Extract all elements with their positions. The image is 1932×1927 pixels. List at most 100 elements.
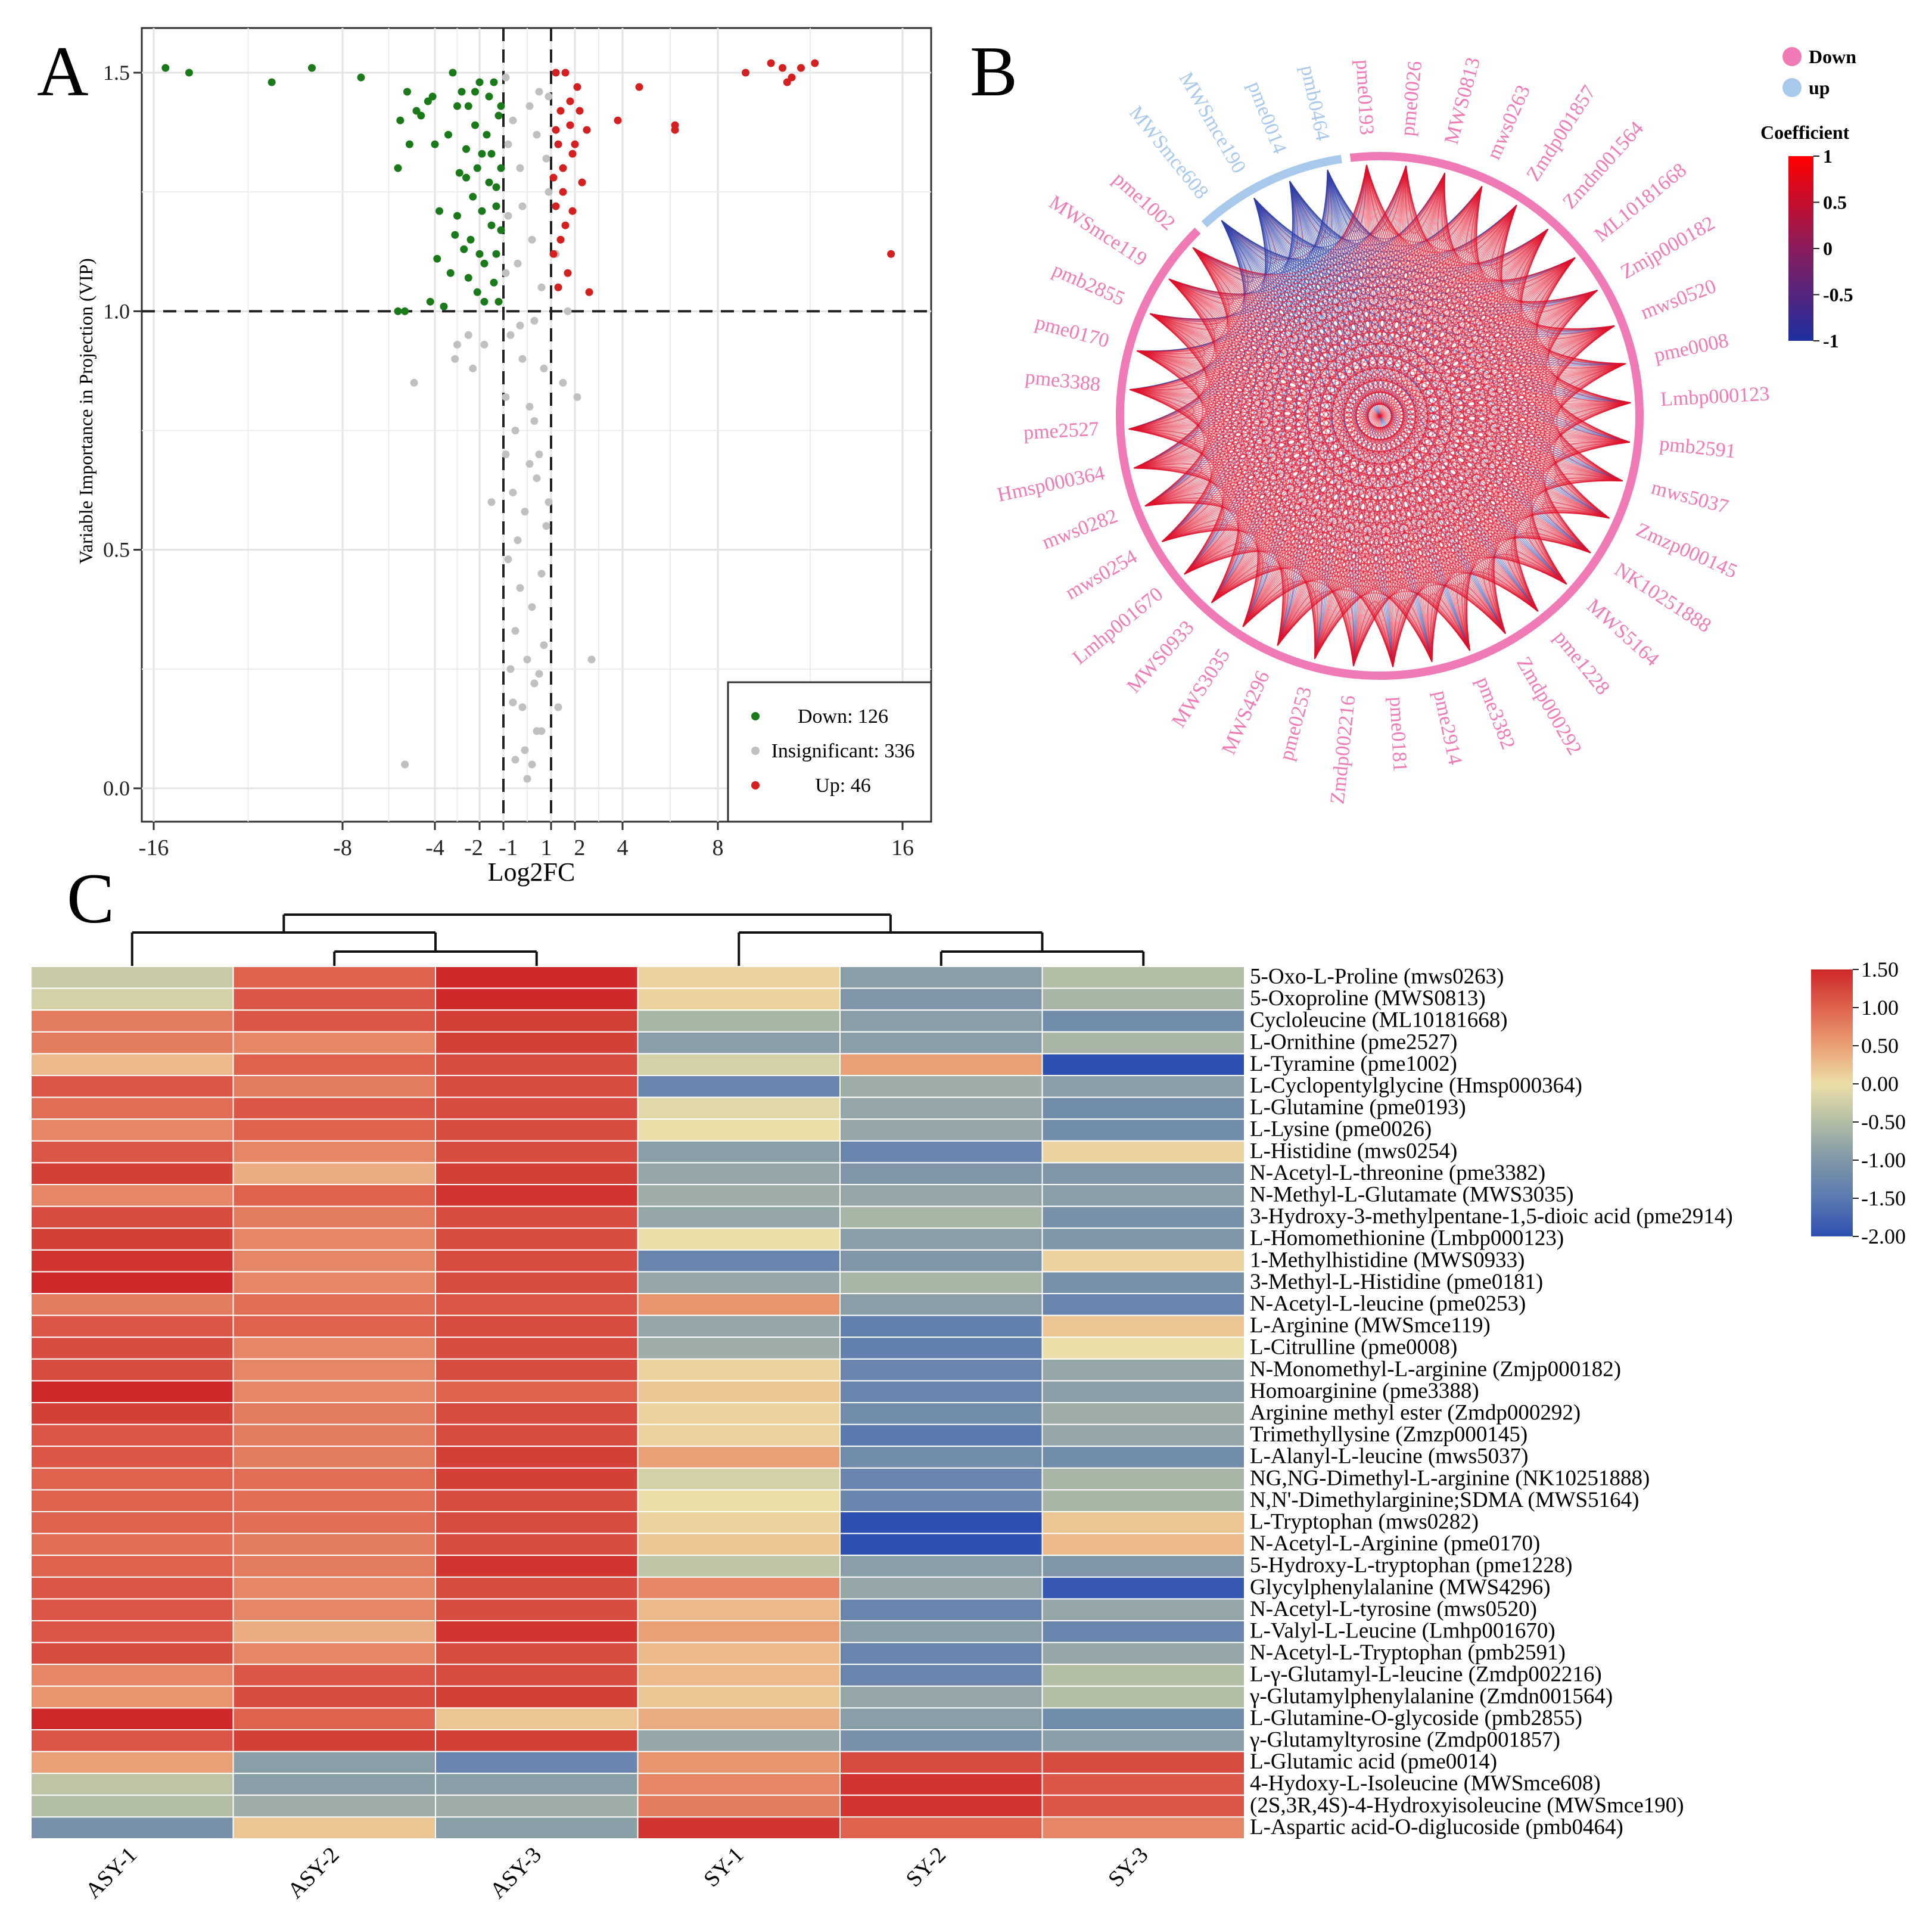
chord-link xyxy=(1144,483,1591,554)
volcano-point-down xyxy=(492,183,500,191)
heatmap-cell xyxy=(839,1794,1043,1818)
chord-link xyxy=(1130,389,1506,634)
heatmap-cell xyxy=(839,1337,1043,1360)
volcano-point-up xyxy=(797,64,805,72)
chord-node-label: pme3388 xyxy=(1024,366,1102,396)
heatmap-cell xyxy=(232,1729,436,1752)
heatmap-cell xyxy=(435,1773,639,1796)
volcano-point-insignificant xyxy=(514,259,522,268)
heatmap-cell xyxy=(30,1620,234,1643)
heatmap-row-label: 4-Hydoxy-L-Isoleucine (MWSmce608) xyxy=(1250,1771,1601,1796)
heatmap-row-label: 5-Oxoproline (MWS0813) xyxy=(1250,986,1486,1011)
volcano-point-down xyxy=(431,140,439,148)
heatmap-cell xyxy=(1041,1707,1245,1730)
heatmap-cell xyxy=(1041,1031,1245,1055)
volcano-x-axis: -16 -8 -4 -2 -1 1 2 4 8 16 xyxy=(139,822,914,860)
heatmap-cell xyxy=(1041,1118,1245,1142)
heatmap-cell xyxy=(839,1096,1043,1120)
volcano-point-insignificant xyxy=(509,116,517,125)
volcano-point-up xyxy=(549,173,558,182)
panel-label-b: B xyxy=(970,32,1018,111)
heatmap-row-label: N-Acetyl-L-tyrosine (mws0520) xyxy=(1250,1597,1537,1621)
heatmap-cell xyxy=(435,1118,639,1142)
volcano-point-down xyxy=(480,259,489,268)
heatmap-cell xyxy=(232,966,436,989)
heatmap-cell xyxy=(637,1598,841,1621)
chord-arc-up xyxy=(1201,154,1342,228)
chord-link xyxy=(1130,350,1198,391)
heatmap-cell xyxy=(637,1337,841,1360)
volcano-point-down xyxy=(473,164,481,172)
volcano-y-axis: 0.0 0.5 1.0 1.5 xyxy=(103,61,142,800)
heatmap-cell xyxy=(232,1511,436,1534)
volcano-plot: -16 -8 -4 -2 -1 1 2 4 8 16 0.0 0.5 1.0 1.5 Log2FC Va… xyxy=(75,27,932,887)
chord-colorbar-label: -1 xyxy=(1823,330,1839,352)
volcano-point-down xyxy=(403,88,411,96)
heatmap-cell xyxy=(435,1314,639,1338)
chord-link xyxy=(1192,247,1610,519)
heatmap-cell xyxy=(435,1053,639,1077)
volcano-point-insignificant xyxy=(518,703,527,711)
heatmap-cell xyxy=(1041,1751,1245,1774)
volcano-point-up xyxy=(887,250,895,258)
heatmap-cell xyxy=(30,1031,234,1055)
chord-node-label: MWS0813 xyxy=(1441,55,1485,147)
heatmap-cell xyxy=(435,1467,639,1491)
chord-node-label: MWS4296 xyxy=(1218,668,1274,758)
heatmap-cell xyxy=(30,1293,234,1316)
heatmap-cell xyxy=(637,1467,841,1491)
chord-link xyxy=(1137,325,1615,371)
heatmap-cell xyxy=(637,1096,841,1120)
heatmap-cell xyxy=(839,1511,1043,1534)
volcano-x-tick-label: 2 xyxy=(574,835,586,860)
heatmap-cell xyxy=(232,1205,436,1229)
heatmap-cell xyxy=(1041,1598,1245,1621)
volcano-point-up xyxy=(552,202,560,210)
heatmap-cell xyxy=(435,1009,639,1033)
heatmap-cell xyxy=(435,1620,639,1643)
volcano-x-tick-label: -2 xyxy=(464,835,483,860)
heatmap-cell xyxy=(30,1118,234,1142)
chord-link xyxy=(1137,278,1215,355)
chord-node-label: pme2914 xyxy=(1429,688,1467,766)
chord-link xyxy=(1144,492,1213,542)
chord-link xyxy=(1192,247,1630,443)
heatmap-cell xyxy=(1041,1009,1245,1033)
heatmap-cell xyxy=(637,1271,841,1294)
volcano-point-down xyxy=(464,102,472,110)
heatmap-column-labels: ASY-1 ASY-2 ASY-3 SY-1 SY-2 SY-3 xyxy=(80,1842,1153,1904)
heatmap-row-label: L-Ornithine (pme2527) xyxy=(1250,1030,1457,1054)
heatmap-cell xyxy=(1041,1620,1245,1643)
heatmap-cell xyxy=(637,1118,841,1142)
heatmap-row-label: (2S,3R,4S)-4-Hydroxyisoleucine (MWSmce19… xyxy=(1250,1793,1684,1817)
volcano-point-insignificant xyxy=(573,393,581,401)
volcano-legend-marker xyxy=(751,712,760,720)
volcano-point-up xyxy=(556,235,565,244)
volcano-point-insignificant xyxy=(518,202,527,210)
volcano-point-up xyxy=(552,126,560,134)
heatmap-cell xyxy=(435,1227,639,1251)
heatmap-cell xyxy=(435,1751,639,1774)
volcano-point-up xyxy=(571,140,579,148)
volcano-y-label: Variable Importance in Projection (VIP) xyxy=(75,258,97,564)
volcano-point-down xyxy=(446,269,455,277)
heatmap-cell xyxy=(30,1511,234,1534)
heatmap-cell xyxy=(435,1205,639,1229)
heatmap-row-label: L-Histidine (mws0254) xyxy=(1250,1139,1457,1163)
volcano-point-insignificant xyxy=(511,427,519,434)
volcano-points xyxy=(161,59,895,783)
volcano-point-up xyxy=(566,97,574,105)
heatmap-cell xyxy=(839,1380,1043,1403)
heatmap-cell xyxy=(637,1358,841,1382)
heatmap-cell xyxy=(232,987,436,1011)
volcano-x-tick-label: 1 xyxy=(541,835,552,860)
heatmap-cell xyxy=(435,1446,639,1469)
volcano-point-down xyxy=(426,297,434,306)
heatmap-cell xyxy=(30,1075,234,1098)
heatmap-row-label: γ-Glutamylphenylalanine (Zmdn001564) xyxy=(1249,1684,1613,1708)
volcano-point-down xyxy=(440,302,448,310)
heatmap-row-label: NG,NG-Dimethyl-L-arginine (NK10251888) xyxy=(1250,1466,1650,1490)
heatmap-column-label: SY-1 xyxy=(699,1842,748,1892)
volcano-point-down xyxy=(469,192,477,201)
heatmap-cell xyxy=(839,1031,1043,1055)
